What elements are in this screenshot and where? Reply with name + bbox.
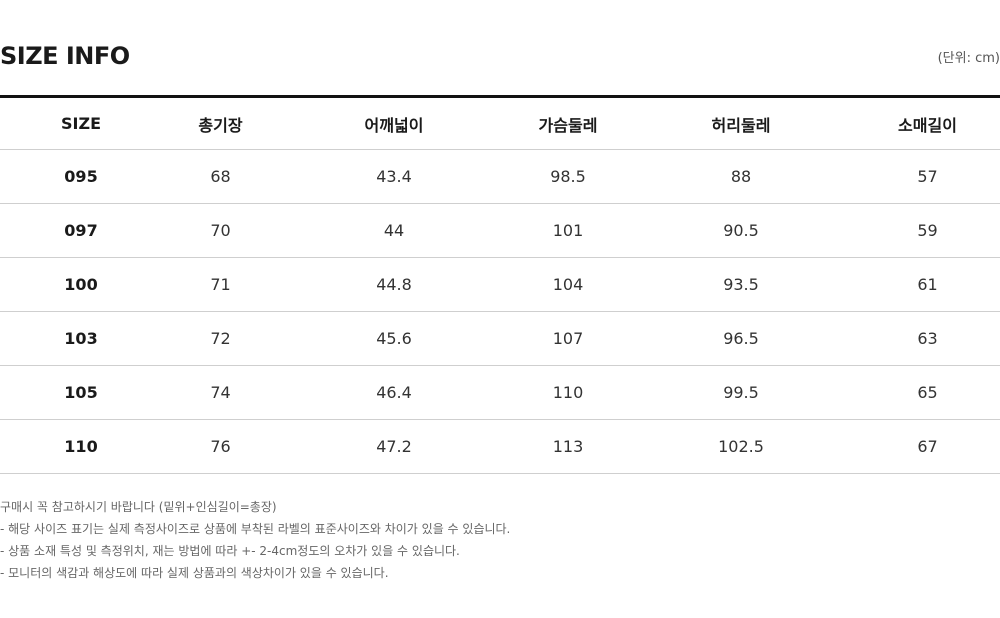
table-row: 100 71 44.8 104 93.5 61	[0, 257, 1000, 312]
column-header-chest: 가슴둘레	[509, 95, 627, 150]
table-cell: 57	[855, 149, 1000, 204]
note-line: - 해당 사이즈 표기는 실제 측정사이즈로 상품에 부착된 라벨의 표준사이즈…	[0, 522, 511, 536]
table-cell: 71	[162, 257, 279, 312]
column-header-total-length: 총기장	[162, 95, 279, 150]
table-cell: 104	[509, 257, 627, 312]
size-cell: 103	[0, 311, 162, 366]
table-cell: 102.5	[627, 419, 855, 474]
table-cell: 63	[855, 311, 1000, 366]
table-cell: 107	[509, 311, 627, 366]
table-cell: 110	[509, 365, 627, 420]
table-row: 110 76 47.2 113 102.5 67	[0, 419, 1000, 474]
column-header-shoulder-width: 어깨넓이	[279, 95, 509, 150]
column-header-sleeve-length: 소매길이	[855, 95, 1000, 150]
table-cell: 65	[855, 365, 1000, 420]
table-cell: 113	[509, 419, 627, 474]
table-cell: 74	[162, 365, 279, 420]
column-header-waist: 허리둘레	[627, 95, 855, 150]
note-line: 구매시 꼭 참고하시기 바랍니다 (밑위+인심길이=총장)	[0, 500, 277, 514]
table-row: 105 74 46.4 110 99.5 65	[0, 365, 1000, 420]
table-cell: 90.5	[627, 203, 855, 258]
table-cell: 76	[162, 419, 279, 474]
unit-label: (단위: cm)	[937, 51, 1000, 66]
table-cell: 72	[162, 311, 279, 366]
table-cell: 88	[627, 149, 855, 204]
table-cell: 47.2	[279, 419, 509, 474]
column-header-size: SIZE	[0, 95, 162, 150]
size-cell: 097	[0, 203, 162, 258]
table-row: 103 72 45.6 107 96.5 63	[0, 311, 1000, 366]
table-cell: 45.6	[279, 311, 509, 366]
note-line: - 모니터의 색감과 해상도에 따라 실제 상품과의 색상차이가 있을 수 있습…	[0, 566, 389, 580]
table-cell: 68	[162, 149, 279, 204]
table-row: 095 68 43.4 98.5 88 57	[0, 149, 1000, 204]
table-cell: 44.8	[279, 257, 509, 312]
table-cell: 93.5	[627, 257, 855, 312]
table-cell: 44	[279, 203, 509, 258]
table-cell: 96.5	[627, 311, 855, 366]
table-cell: 43.4	[279, 149, 509, 204]
table-cell: 46.4	[279, 365, 509, 420]
table-cell: 61	[855, 257, 1000, 312]
table-cell: 98.5	[509, 149, 627, 204]
table-row: 097 70 44 101 90.5 59	[0, 203, 1000, 258]
size-cell: 095	[0, 149, 162, 204]
table-header-row: SIZE 총기장 어깨넓이 가슴둘레 허리둘레 소매길이	[0, 95, 1000, 150]
page-title: SIZE INFO	[0, 42, 130, 70]
size-cell: 100	[0, 257, 162, 312]
size-cell: 105	[0, 365, 162, 420]
note-line: - 상품 소재 특성 및 측정위치, 재는 방법에 따라 +- 2-4cm정도의…	[0, 544, 460, 558]
table-cell: 67	[855, 419, 1000, 474]
table-cell: 70	[162, 203, 279, 258]
size-notes: 구매시 꼭 참고하시기 바랍니다 (밑위+인심길이=총장) - 해당 사이즈 표…	[0, 496, 510, 584]
size-cell: 110	[0, 419, 162, 474]
table-cell: 59	[855, 203, 1000, 258]
size-table: SIZE 총기장 어깨넓이 가슴둘레 허리둘레 소매길이 095 68 43.4…	[0, 95, 1000, 474]
table-cell: 101	[509, 203, 627, 258]
table-cell: 99.5	[627, 365, 855, 420]
